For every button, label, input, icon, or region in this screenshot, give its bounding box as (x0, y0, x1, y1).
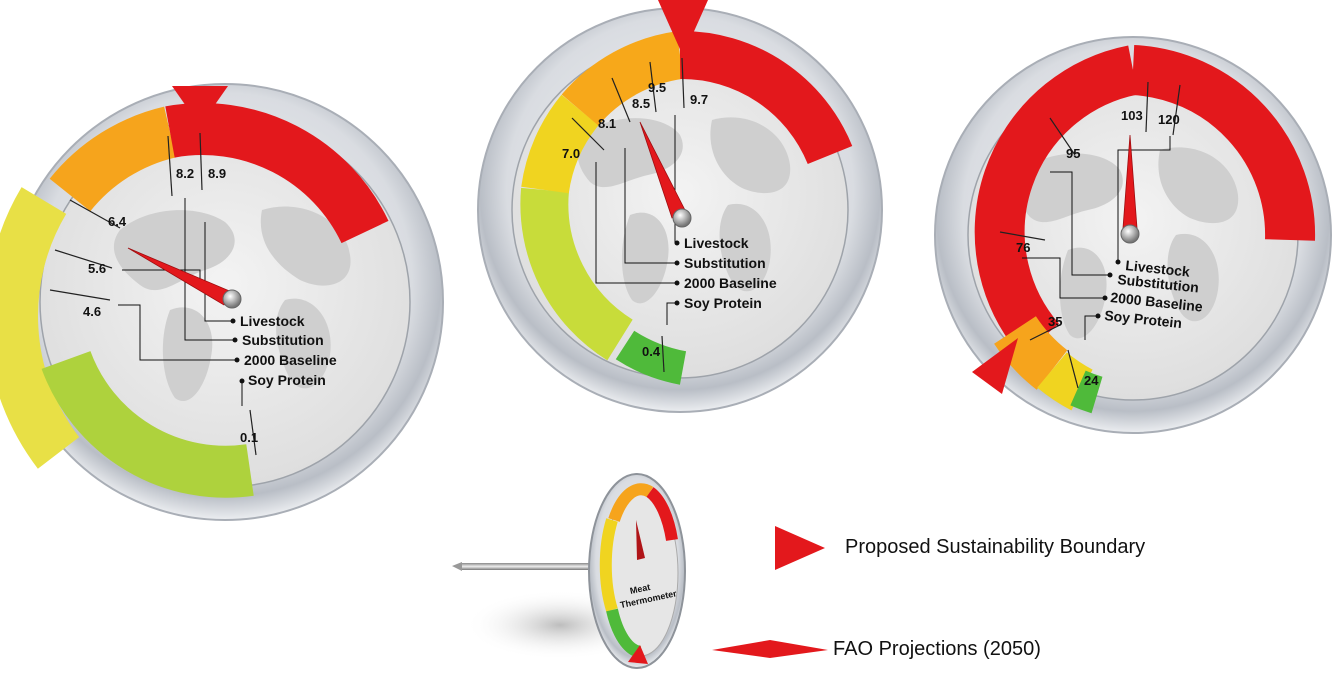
gauge-3-label-2: 76 (1016, 240, 1030, 255)
gauge-2-band-green-end (615, 330, 687, 385)
gauge-1-cat-2: 2000 Baseline (244, 352, 337, 368)
gauge-3-label-3: 95 (1066, 146, 1080, 161)
thermometer-band-orange (608, 483, 654, 522)
gauge-1-hub (222, 289, 242, 309)
gauge-1-band-green (41, 350, 254, 498)
gauge-3-label-5: 120 (1158, 112, 1180, 127)
gauge-1-world-map (113, 206, 351, 402)
legend-boundary-icon (775, 526, 825, 570)
gauge-2-label-0: 0.4 (642, 344, 661, 359)
gauge-2-band-green (520, 187, 634, 361)
gauge-1-cat-0: Livestock (240, 313, 305, 329)
gauge-2-ticks (571, 57, 685, 373)
legend-boundary-label: Proposed Sustainability Boundary (845, 536, 1146, 558)
gauge-3-band-orange (994, 315, 1068, 390)
meat-thermometer: Meat Thermometer (452, 473, 686, 669)
gauge-2-world-map (577, 117, 791, 304)
gauge-1-boundary-marker (172, 86, 228, 126)
gauge-1-band-orange (49, 106, 177, 212)
gauge-1-cat-1: Substitution (242, 332, 324, 348)
gauge-2-label-1: 7.0 (562, 146, 580, 161)
gauge-2-label-5: 9.7 (690, 92, 708, 107)
gauge-3-band-red-right (1131, 45, 1316, 241)
gauge-3-leaders (1022, 136, 1171, 340)
gauge-2-band-yellow (521, 94, 599, 194)
gauge-3: 24 35 76 95 103 120 Livestock Substituti… (934, 36, 1332, 434)
gauge-2-hub (672, 208, 692, 228)
thermometer-marker (628, 645, 648, 664)
thermometer-label-meat: Meat (629, 582, 651, 596)
gauge-3-boundary-marker (972, 338, 1018, 394)
gauge-1-ticks (49, 132, 257, 456)
gauge-1-label-3: 6.4 (108, 214, 127, 229)
gauge-2-band-red (679, 30, 853, 165)
gauge-3-world-map (1017, 147, 1239, 339)
gauge-3-band-red-left (974, 45, 1139, 357)
gauge-3-band-green (1070, 370, 1103, 414)
gauge-1: 0.1 4.6 5.6 6.4 8.2 8.9 Livestock Substi… (0, 83, 444, 521)
gauge-3-label-4: 103 (1121, 108, 1143, 123)
thermometer-probe (460, 563, 625, 570)
gauge-1-cat-3: Soy Protein (248, 372, 326, 388)
gauge-1-band-yellow (0, 187, 80, 469)
legend-fao-icon (712, 640, 828, 658)
gauge-2-boundary-marker (658, 0, 708, 56)
gauge-2-cat-1: Substitution (684, 255, 766, 271)
thermometer-band-yellow (599, 518, 618, 612)
gauge-3-label-1: 35 (1048, 314, 1062, 329)
gauge-1-label-4: 8.2 (176, 166, 194, 181)
gauge-2-cat-3: Soy Protein (684, 295, 762, 311)
gauge-1-label-1: 4.6 (83, 304, 101, 319)
gauge-3-ticks (999, 81, 1181, 389)
thermometer-needle (636, 520, 645, 560)
gauge-1-label-0: 0.1 (240, 430, 258, 445)
gauge-3-label-0: 24 (1084, 373, 1099, 388)
gauge-3-hub (1120, 224, 1140, 244)
gauge-1-label-5: 8.9 (208, 166, 226, 181)
gauge-2-band-orange (561, 31, 684, 126)
gauge-2-label-4: 9.5 (648, 80, 666, 95)
thermometer-band-red (646, 487, 678, 542)
gauge-1-band-red (165, 103, 389, 244)
gauge-2-label-3: 8.5 (632, 96, 650, 111)
gauge-2: 0.4 7.0 8.1 8.5 9.5 9.7 Livestock Substi… (477, 0, 883, 413)
gauge-2-cat-0: Livestock (684, 235, 749, 251)
legend-fao-label: FAO Projections (2050) (833, 638, 1041, 660)
gauge-3-cat-0: Livestock (1125, 257, 1191, 280)
gauge-2-label-2: 8.1 (598, 116, 616, 131)
gauge-1-label-2: 5.6 (88, 261, 106, 276)
gauge-2-cat-2: 2000 Baseline (684, 275, 777, 291)
